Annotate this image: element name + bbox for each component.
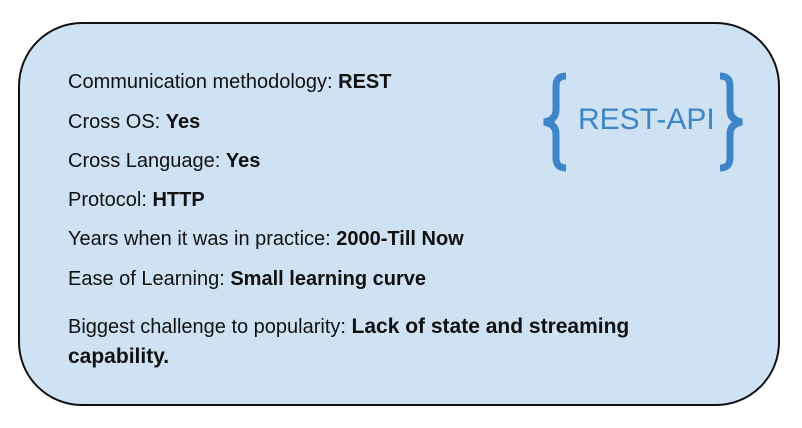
row-cross-os: Cross OS: Yes (68, 110, 200, 134)
row-label: Communication methodology: (68, 71, 339, 93)
row-biggest-challenge: Biggest challenge to popularity: Lack of… (68, 312, 708, 372)
logo-text: REST-API (578, 103, 715, 136)
curly-braces-icon (543, 72, 743, 172)
row-label: Biggest challenge to popularity: (68, 316, 352, 338)
row-value: Small learning curve (230, 268, 426, 290)
row-label: Cross Language: (68, 150, 226, 172)
row-label: Cross OS: (68, 111, 166, 133)
row-communication-methodology: Communication methodology: REST (68, 70, 391, 94)
row-label: Protocol: (68, 189, 153, 211)
row-value: Lack of state and streaming capability. (68, 315, 630, 368)
row-value: HTTP (152, 189, 205, 211)
row-value: Yes (165, 111, 201, 133)
row-label: Ease of Learning: (68, 268, 231, 290)
row-cross-language: Cross Language: Yes (68, 149, 260, 173)
row-years-in-practice: Years when it was in practice: 2000-Till… (68, 227, 464, 251)
row-protocol: Protocol: HTTP (68, 188, 205, 212)
row-value: Yes (225, 150, 261, 172)
info-card: Communication methodology: REST Cross OS… (18, 22, 780, 406)
row-value: REST (338, 71, 392, 93)
row-value: 2000-Till Now (336, 228, 464, 250)
row-label: Years when it was in practice: (68, 228, 337, 250)
row-ease-of-learning: Ease of Learning: Small learning curve (68, 267, 426, 291)
rest-api-logo: REST-API (536, 72, 776, 172)
